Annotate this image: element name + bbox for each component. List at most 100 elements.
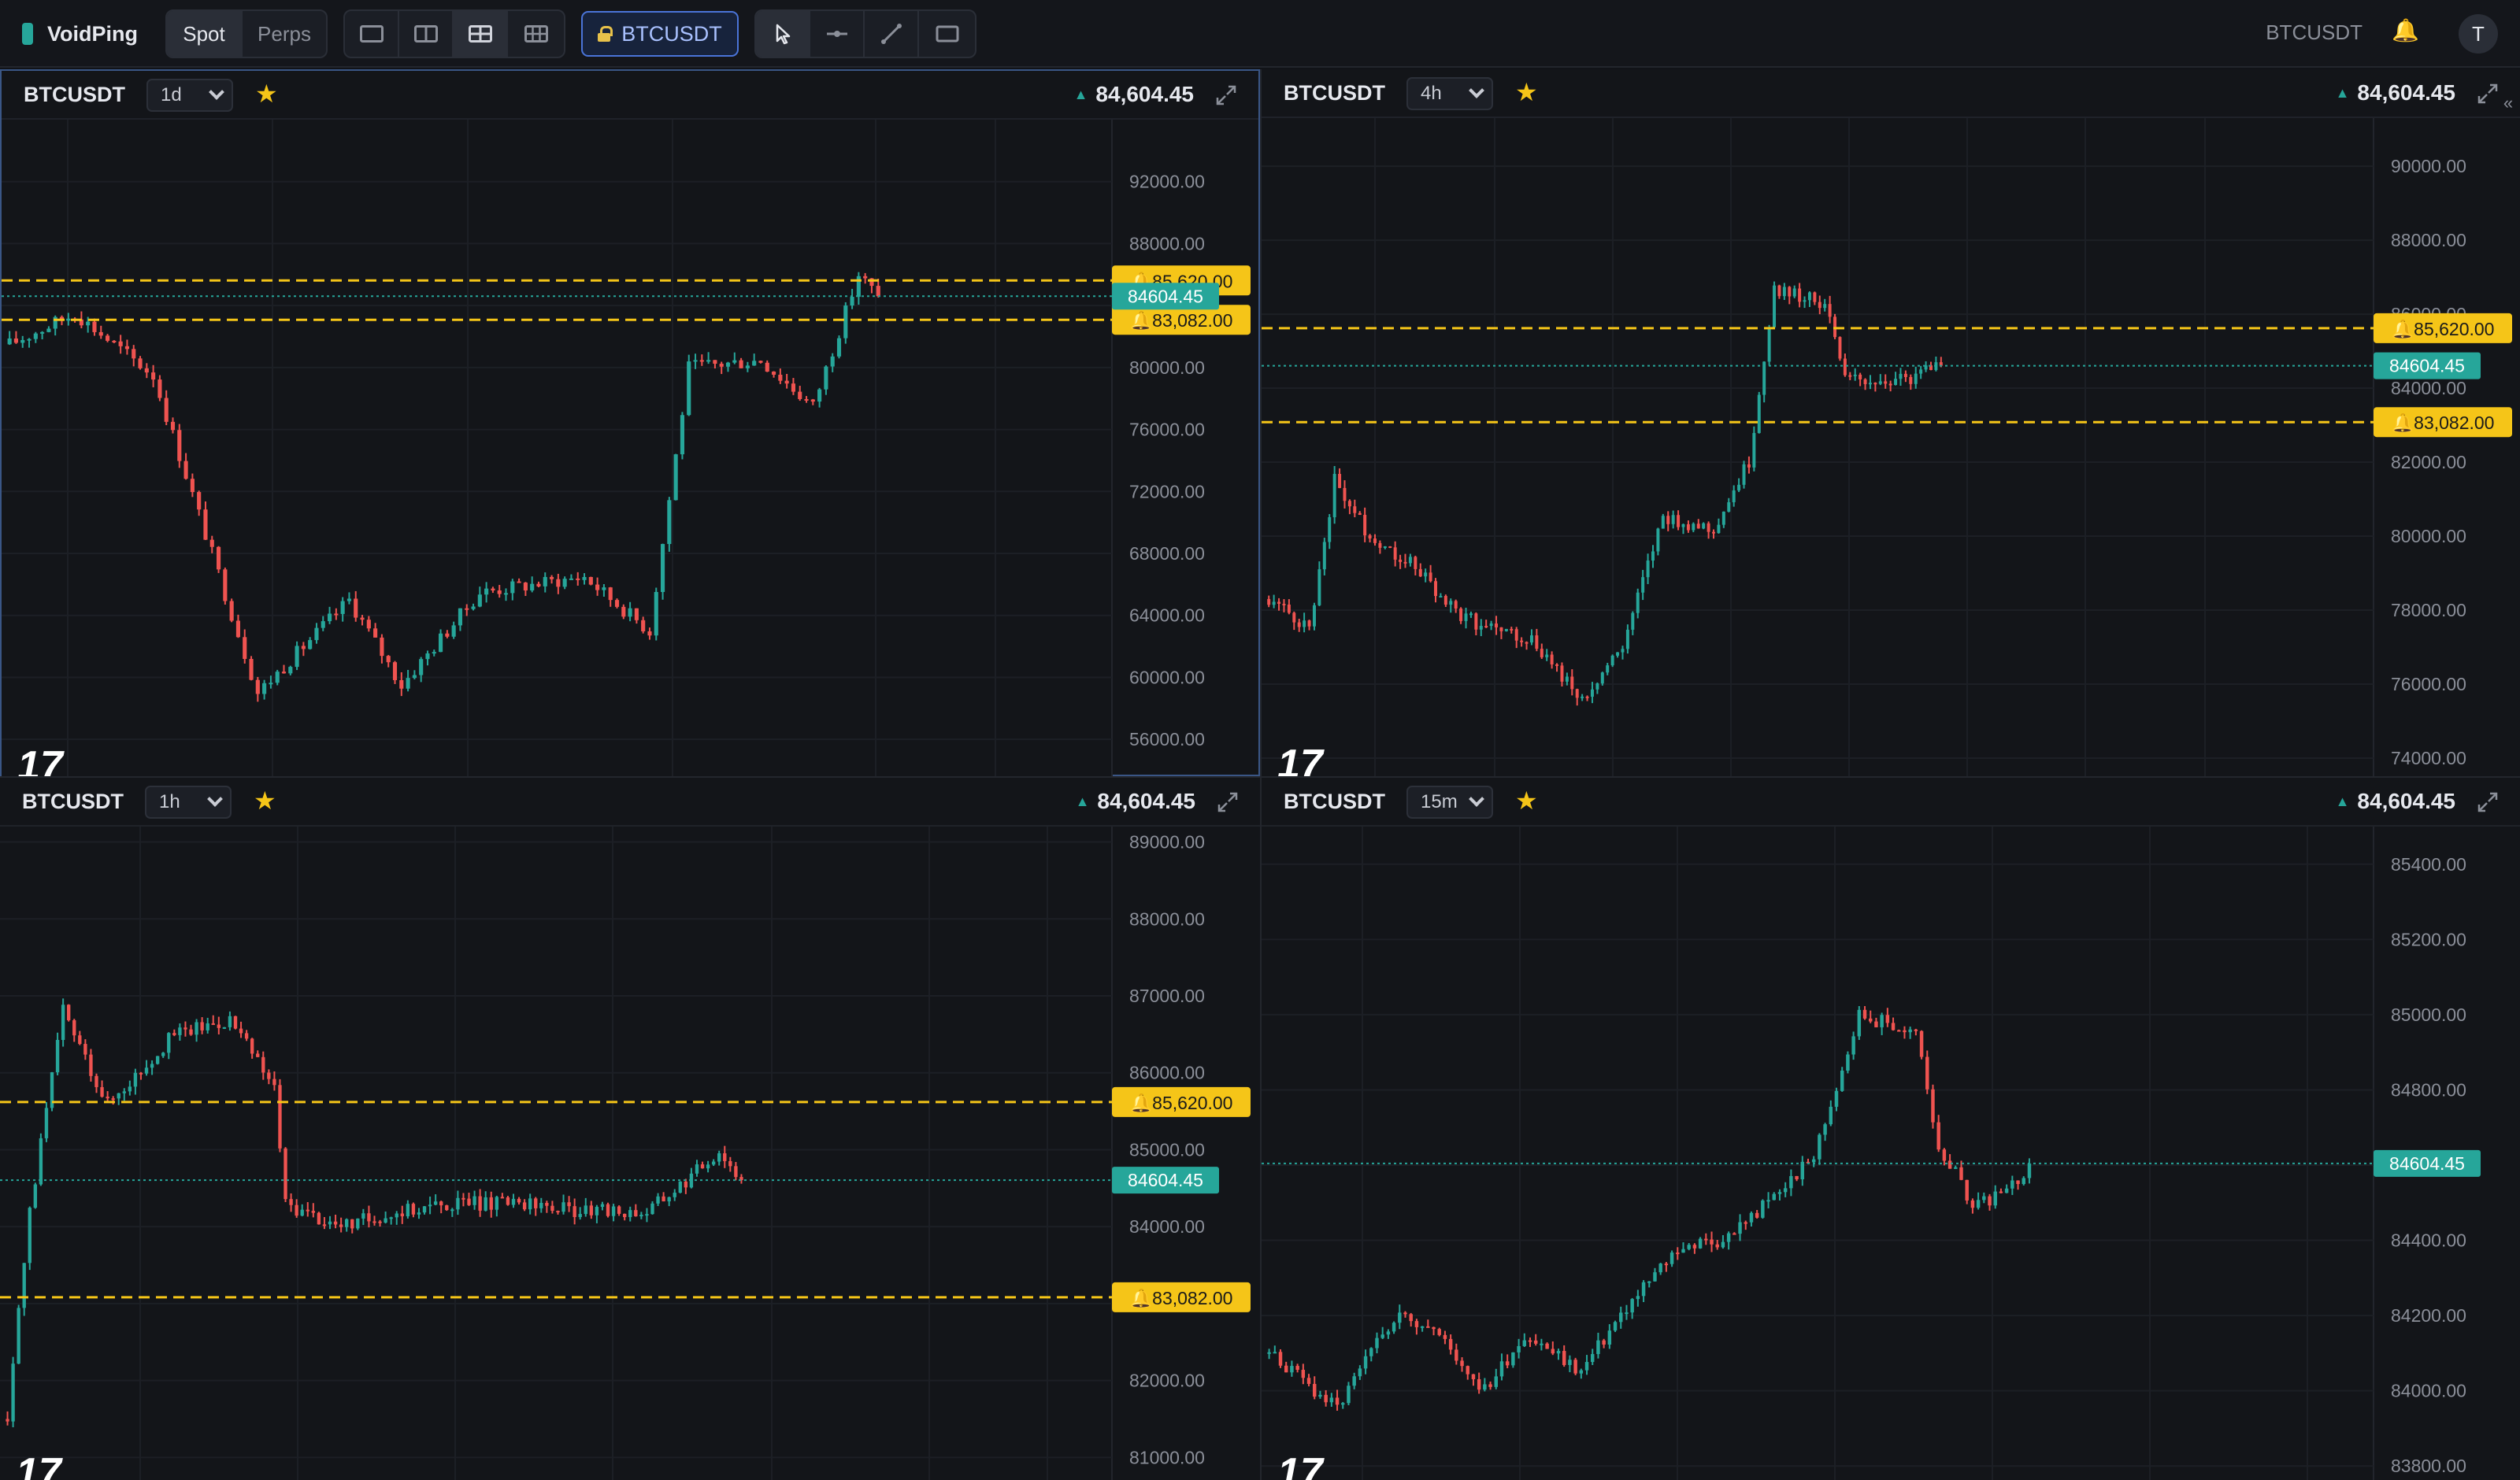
y-tick-label: 88000.00 (1129, 908, 1205, 929)
candle-body (600, 1204, 605, 1208)
avatar[interactable]: T (2459, 14, 2498, 54)
timeframe-select[interactable]: 15m (1406, 786, 1493, 819)
plot-area (1262, 827, 2374, 1480)
price-chart[interactable]: 89000.00 88000.00 87000.00 86000.00 85000.00… (0, 827, 1260, 1480)
chart-panel-4h[interactable]: BTCUSDT 4h ★ ▲ 84,604.45 « 90000.00 88000.… (1260, 69, 2520, 819)
chart-panel-1h[interactable]: BTCUSDT 1h ★ ▲ 84,604.45 89000.00 88000.00… (0, 776, 1260, 1480)
horizontal-line-tool-button[interactable] (810, 11, 865, 57)
y-tick-label: 83800.00 (2391, 1456, 2466, 1476)
panel-symbol: BTCUSDT (22, 790, 124, 813)
timeframe-select[interactable]: 4h (1406, 77, 1493, 110)
timeframe-select[interactable]: 1h (145, 786, 232, 819)
candle-body (567, 1202, 571, 1207)
favorite-star-icon[interactable]: ★ (255, 80, 278, 108)
candle-body (1338, 473, 1342, 488)
last-price-value: 84,604.45 (2357, 80, 2455, 105)
candle-body (288, 667, 293, 674)
rectangle-tool-button[interactable] (919, 11, 975, 57)
candle-body (824, 366, 828, 390)
candle-body (450, 1209, 454, 1212)
candle-body (1625, 1312, 1629, 1315)
symbol-lock-button[interactable]: BTCUSDT (581, 11, 739, 57)
current-price-badge (1112, 1167, 1219, 1194)
candle-body (1813, 292, 1817, 302)
chart-panel-1d[interactable]: BTCUSDT 1d ★ ▲ 84,604.45 92000.00 88000.00… (0, 69, 1260, 820)
price-chart[interactable]: 85400.0085200.0085000.0084800.0084600.00… (1262, 827, 2520, 1480)
favorite-star-icon[interactable]: ★ (254, 786, 276, 815)
expand-icon[interactable] (2476, 82, 2500, 105)
candle-body (628, 608, 632, 617)
candle-body (301, 646, 306, 649)
y-tick-label: 86000.00 (1129, 1063, 1205, 1083)
candle-body (461, 1197, 465, 1200)
price-chart[interactable]: 92000.0088000.0084000.0080000.0076000.00… (2, 120, 1258, 820)
candle-body (1318, 1394, 1322, 1397)
current-price-badge (1112, 283, 1219, 310)
candle-body (1914, 373, 1918, 384)
trend-line-tool-button[interactable] (865, 11, 920, 57)
candle-body (1471, 1374, 1476, 1379)
candle-body (1687, 1245, 1691, 1249)
alert-badge[interactable] (1112, 305, 1251, 335)
candle-body (863, 276, 868, 279)
candle-body (1807, 292, 1811, 301)
candle-body (1846, 1054, 1850, 1071)
expand-icon[interactable] (2476, 790, 2500, 814)
perps-button[interactable]: Perps (258, 21, 311, 46)
app-logo[interactable]: VoidPing (22, 19, 138, 49)
chart-panel-15m[interactable]: BTCUSDT 15m ★ ▲ 84,604.45 85400.00 85200.0… (1260, 776, 2520, 1480)
candle-body (250, 1038, 254, 1054)
layout-4-button[interactable] (454, 11, 509, 57)
candle-body (549, 576, 554, 579)
spot-button[interactable]: Spot (167, 11, 243, 57)
collapse-sidebar-icon[interactable]: « (2503, 93, 2514, 113)
expand-icon[interactable] (1216, 790, 1240, 814)
layout-1-button[interactable] (345, 11, 400, 57)
candle-body (356, 1218, 360, 1229)
alert-badge[interactable] (1112, 1282, 1251, 1312)
candle-body (144, 1067, 149, 1074)
candle-body (1565, 676, 1569, 682)
candle-body (11, 1363, 15, 1422)
candle-body (399, 679, 404, 689)
favorite-star-icon[interactable]: ★ (1515, 786, 1538, 815)
candle-body (1332, 473, 1336, 518)
candle-body (660, 544, 665, 592)
candle-body (1358, 1368, 1362, 1377)
y-tick-label: 82000.00 (2391, 452, 2466, 472)
cursor-tool-button[interactable] (756, 11, 811, 57)
candle-body (561, 1202, 565, 1212)
candle-body (354, 598, 358, 618)
y-tick-label: 88000.00 (1129, 233, 1205, 253)
bell-icon[interactable]: 🔔 (2392, 18, 2419, 43)
candle-body (1721, 511, 1725, 525)
candle-body (1373, 538, 1377, 543)
candle-body (217, 1024, 220, 1028)
candle-body (614, 600, 620, 607)
candle-body (1976, 1200, 1981, 1208)
alert-badge[interactable] (1112, 1086, 1251, 1117)
alert-badge[interactable] (2374, 313, 2512, 343)
layout-6-button[interactable] (508, 11, 564, 57)
candle-body (1914, 1029, 1918, 1031)
favorite-star-icon[interactable]: ★ (1515, 78, 1538, 106)
expand-icon[interactable] (1214, 83, 1238, 107)
alert-badge[interactable] (2374, 407, 2512, 438)
candle-body (1878, 381, 1882, 384)
y-tick-label: 92000.00 (1129, 172, 1205, 192)
timeframe-select[interactable]: 1d (146, 79, 233, 112)
candle-body (1834, 1090, 1839, 1107)
candle-body (1282, 603, 1286, 605)
candle-body (1495, 623, 1499, 627)
candle-body (1466, 1366, 1469, 1375)
top-toolbar: VoidPing Spot Perps BTCUSDT (0, 0, 2520, 68)
candle-body (1788, 287, 1792, 297)
candle-body (1455, 1349, 1458, 1361)
candle-body (451, 625, 456, 637)
candle-body (1636, 1296, 1640, 1300)
price-chart[interactable]: 90000.0088000.0086000.0084000.0082000.00… (1262, 118, 2520, 819)
candle-body (1939, 362, 1943, 366)
candle-body (467, 1198, 471, 1205)
layout-2-button[interactable] (399, 11, 454, 57)
candle-body (1540, 649, 1544, 657)
